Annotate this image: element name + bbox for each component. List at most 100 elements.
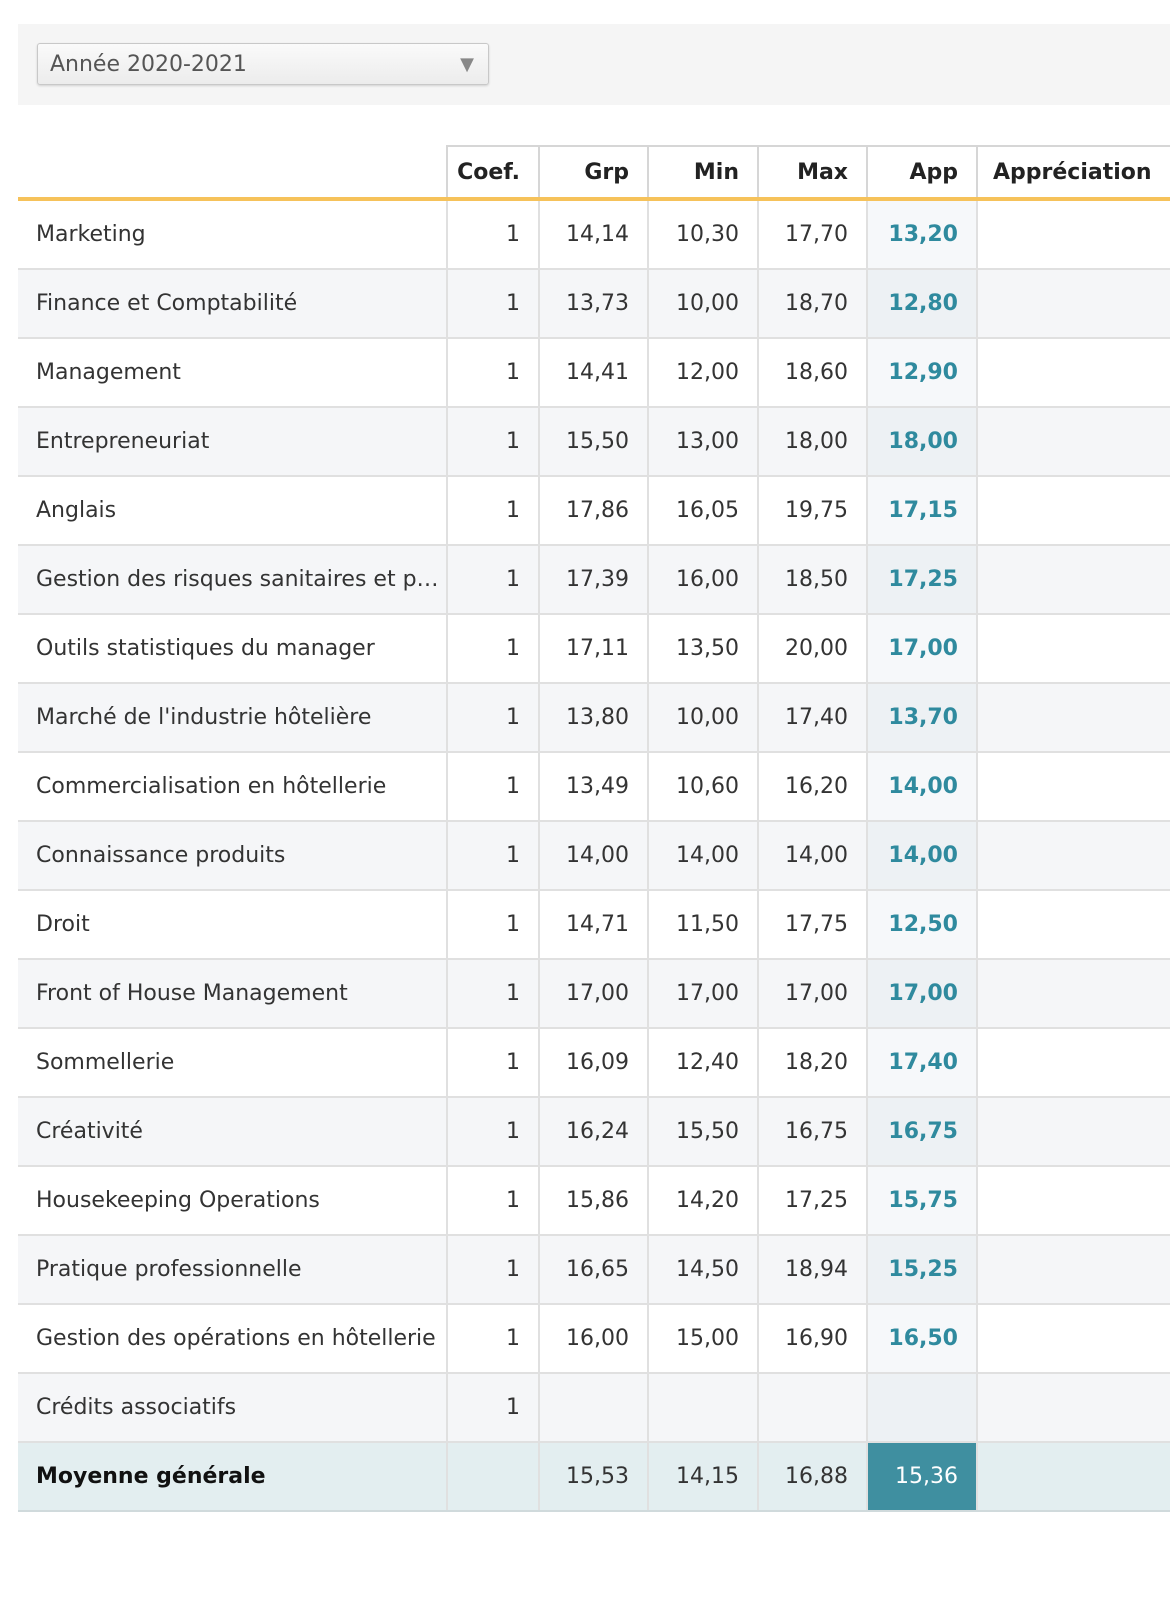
- max-cell: 17,70: [757, 198, 868, 270]
- subject: Connaissance produits: [18, 820, 448, 891]
- coef-cell: 1: [446, 198, 540, 270]
- grp-cell: 13,49: [538, 751, 649, 822]
- app-cell: 13,70: [866, 682, 978, 753]
- dropdown-arrow: ▼: [460, 54, 474, 75]
- coef-cell: 1: [446, 268, 540, 339]
- coef-cell: 1: [446, 889, 540, 960]
- grp-cell: 17,00: [538, 958, 649, 1029]
- min-cell: 12,40: [647, 1027, 759, 1098]
- coef-cell: 1: [446, 544, 540, 615]
- app-cell: 15,25: [866, 1234, 978, 1305]
- app-cell: 15,75: [866, 1165, 978, 1236]
- min-cell: 13,50: [647, 613, 759, 684]
- subject: Front of House Management: [18, 958, 448, 1029]
- year-select[interactable]: Année 2020-2021 ▼: [37, 43, 489, 85]
- app-cell: 17,00: [866, 613, 978, 684]
- table-row: Housekeeping Operations 1 15,86 14,20 17,25 1…: [18, 1165, 1170, 1236]
- column-header[interactable]: Grp: [538, 145, 649, 201]
- subject: Gestion des opérations en hôtellerie: [18, 1303, 448, 1374]
- app-cell: 12,90: [866, 337, 978, 408]
- appreciation-cell: [976, 958, 1170, 1029]
- app-cell: 14,00: [866, 751, 978, 822]
- table-row: Commercialisation en hôtellerie 1 13,49 10,…: [18, 751, 1170, 822]
- min-cell: 14,50: [647, 1234, 759, 1305]
- app-cell: 18,00: [866, 406, 978, 477]
- appreciation-cell: [976, 268, 1170, 339]
- max-cell: 20,00: [757, 613, 868, 684]
- appreciation-cell: [976, 198, 1170, 270]
- column-header[interactable]: Max: [757, 145, 868, 201]
- max-cell: 17,40: [757, 682, 868, 753]
- app-cell: 16,75: [866, 1096, 978, 1167]
- subject: Commercialisation en hôtellerie: [18, 751, 448, 822]
- max-cell: 17,75: [757, 889, 868, 960]
- min-cell: 13,00: [647, 406, 759, 477]
- subject: Entrepreneuriat: [18, 406, 448, 477]
- app-cell: 16,50: [866, 1303, 978, 1374]
- min-cell: 17,00: [647, 958, 759, 1029]
- app-cell: 17,15: [866, 475, 978, 546]
- table-row: Pratique professionnelle 1 16,65 14,50 18,94…: [18, 1234, 1170, 1305]
- grp-cell: [538, 1372, 649, 1443]
- coef-cell: 1: [446, 1165, 540, 1236]
- column-header[interactable]: Min: [647, 145, 759, 201]
- min-cell: 14,00: [647, 820, 759, 891]
- app-cell: 13,20: [866, 198, 978, 270]
- grp-cell: 15,86: [538, 1165, 649, 1236]
- subject: Management: [18, 337, 448, 408]
- table-row: Crédits associatifs 1: [18, 1372, 1170, 1443]
- table-row: Connaissance produits 1 14,00 14,00 14,00 14,…: [18, 820, 1170, 891]
- min-cell: 14,15: [647, 1441, 759, 1512]
- table-row: Sommellerie 1 16,09 12,40 18,20 17,40: [18, 1027, 1170, 1098]
- grades-table: Coef. Grp Min Max App Appréciation Marketing 1…: [18, 145, 1170, 1512]
- subject: Droit: [18, 889, 448, 960]
- subject: Finance et Comptabilité: [18, 268, 448, 339]
- min-cell: 15,50: [647, 1096, 759, 1167]
- coef-cell: 1: [446, 1303, 540, 1374]
- grp-cell: 17,11: [538, 613, 649, 684]
- subject: Marketing: [18, 198, 448, 270]
- grp-cell: 14,41: [538, 337, 649, 408]
- min-cell: 15,00: [647, 1303, 759, 1374]
- select-label: Année 2020-2021: [50, 52, 247, 77]
- appreciation-cell: [976, 1096, 1170, 1167]
- min-cell: 11,50: [647, 889, 759, 960]
- grp-cell: 15,53: [538, 1441, 649, 1512]
- max-cell: 18,50: [757, 544, 868, 615]
- appreciation-cell: [976, 889, 1170, 960]
- subject: Sommellerie: [18, 1027, 448, 1098]
- app-cell: 12,80: [866, 268, 978, 339]
- app-cell: 15,36: [866, 1441, 978, 1512]
- max-cell: 17,00: [757, 958, 868, 1029]
- header-cell: [18, 146, 448, 201]
- max-cell: 18,70: [757, 268, 868, 339]
- column-header[interactable]: Appréciation: [976, 145, 1170, 201]
- coef-cell: 1: [446, 1096, 540, 1167]
- grp-cell: 13,73: [538, 268, 649, 339]
- grp-cell: 16,09: [538, 1027, 649, 1098]
- subject: Créativité: [18, 1096, 448, 1167]
- coef-cell: 1: [446, 682, 540, 753]
- app-cell: [866, 1372, 978, 1443]
- subject: Marché de l'industrie hôtelière: [18, 682, 448, 753]
- grp-cell: 17,86: [538, 475, 649, 546]
- coef-cell: 1: [446, 751, 540, 822]
- toolbar: Année 2020-2021 ▼: [18, 24, 1170, 105]
- min-cell: 14,20: [647, 1165, 759, 1236]
- table-row: Outils statistiques du manager 1 17,11 13,5…: [18, 613, 1170, 684]
- grp-cell: 16,00: [538, 1303, 649, 1374]
- column-header[interactable]: Coef.: [446, 145, 540, 201]
- table-row: Gestion des opérations en hôtellerie 1 16,…: [18, 1303, 1170, 1374]
- appreciation-cell: [976, 406, 1170, 477]
- table-row: Créativité 1 16,24 15,50 16,75 16,75: [18, 1096, 1170, 1167]
- max-cell: 18,20: [757, 1027, 868, 1098]
- min-cell: 10,60: [647, 751, 759, 822]
- subject: Anglais: [18, 475, 448, 546]
- max-cell: 19,75: [757, 475, 868, 546]
- max-cell: 18,94: [757, 1234, 868, 1305]
- column-header[interactable]: App: [866, 145, 978, 201]
- appreciation-cell: [976, 544, 1170, 615]
- coef-cell: 1: [446, 406, 540, 477]
- max-cell: 14,00: [757, 820, 868, 891]
